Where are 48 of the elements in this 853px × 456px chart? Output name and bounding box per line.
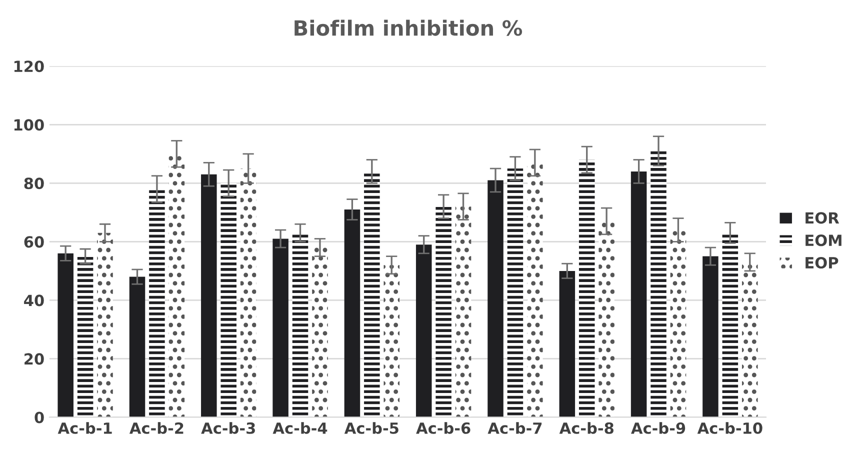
bar	[292, 232, 308, 418]
bar	[630, 171, 647, 418]
bar	[416, 244, 432, 418]
x-tick-label: Ac-b-5	[344, 422, 398, 434]
y-tick-label: 60	[24, 236, 44, 248]
bar	[507, 168, 524, 418]
bar	[272, 238, 288, 418]
bar	[344, 209, 360, 418]
x-tick-label: Ac-b-4	[272, 422, 328, 434]
bar	[312, 248, 328, 418]
bar	[58, 253, 74, 418]
bar	[722, 232, 738, 418]
bar	[129, 276, 146, 418]
x-tick-label: Ac-b-1	[58, 422, 112, 434]
legend-label: EOP	[806, 256, 838, 269]
legend-label: EOM	[806, 234, 842, 246]
bar	[436, 206, 452, 418]
bar	[201, 174, 217, 418]
chart-title: Biofilm inhibition %	[294, 20, 522, 36]
x-tick-label: Ac-b-2	[129, 422, 184, 434]
y-tick-label: 40	[24, 294, 44, 306]
bar	[598, 221, 614, 418]
bar	[578, 160, 595, 418]
y-tick-label: 80	[24, 178, 44, 190]
x-tick-label: Ac-b-7	[488, 422, 542, 434]
y-tick-label: 100	[14, 119, 44, 131]
bar	[240, 168, 256, 418]
bar	[77, 256, 94, 418]
x-tick-label: Ac-b-6	[416, 422, 470, 434]
bar	[384, 265, 400, 418]
x-tick-label: Ac-b-10	[697, 422, 762, 434]
x-tick-label: Ac-b-3	[201, 422, 255, 434]
y-tick-label: 120	[14, 60, 44, 72]
bar	[559, 270, 576, 418]
bar	[650, 150, 666, 418]
legend-label: EOR	[806, 212, 840, 224]
y-tick-label: 0	[34, 412, 44, 424]
bar	[488, 180, 504, 418]
x-tick-label: Ac-b-9	[631, 422, 686, 434]
bar	[220, 183, 236, 418]
x-tick-label: Ac-b-8	[559, 422, 614, 434]
bar	[455, 206, 472, 418]
y-tick-label: 20	[24, 353, 44, 365]
bar	[702, 256, 718, 418]
bar	[670, 230, 686, 418]
bar	[527, 162, 543, 418]
bar	[149, 189, 165, 418]
bar	[97, 232, 113, 418]
